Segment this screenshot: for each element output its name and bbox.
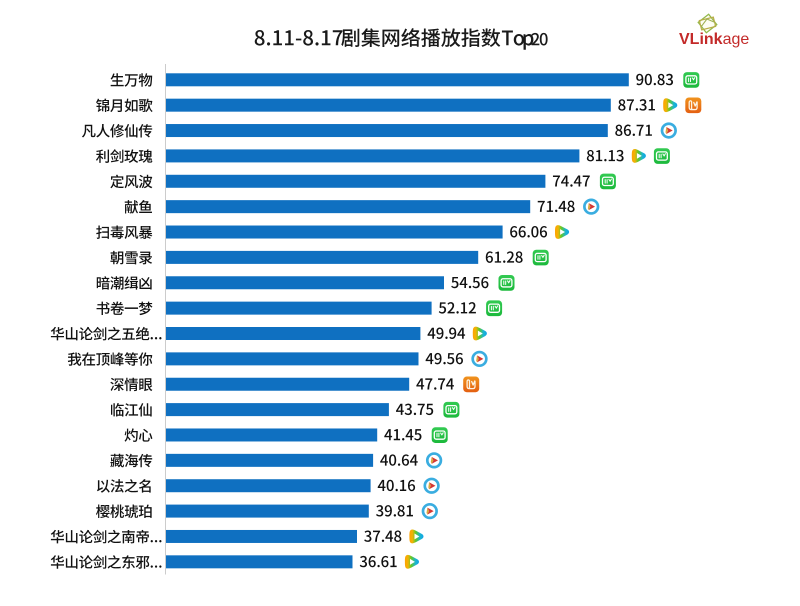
svg-text:VLinkage: VLinkage — [679, 31, 749, 48]
